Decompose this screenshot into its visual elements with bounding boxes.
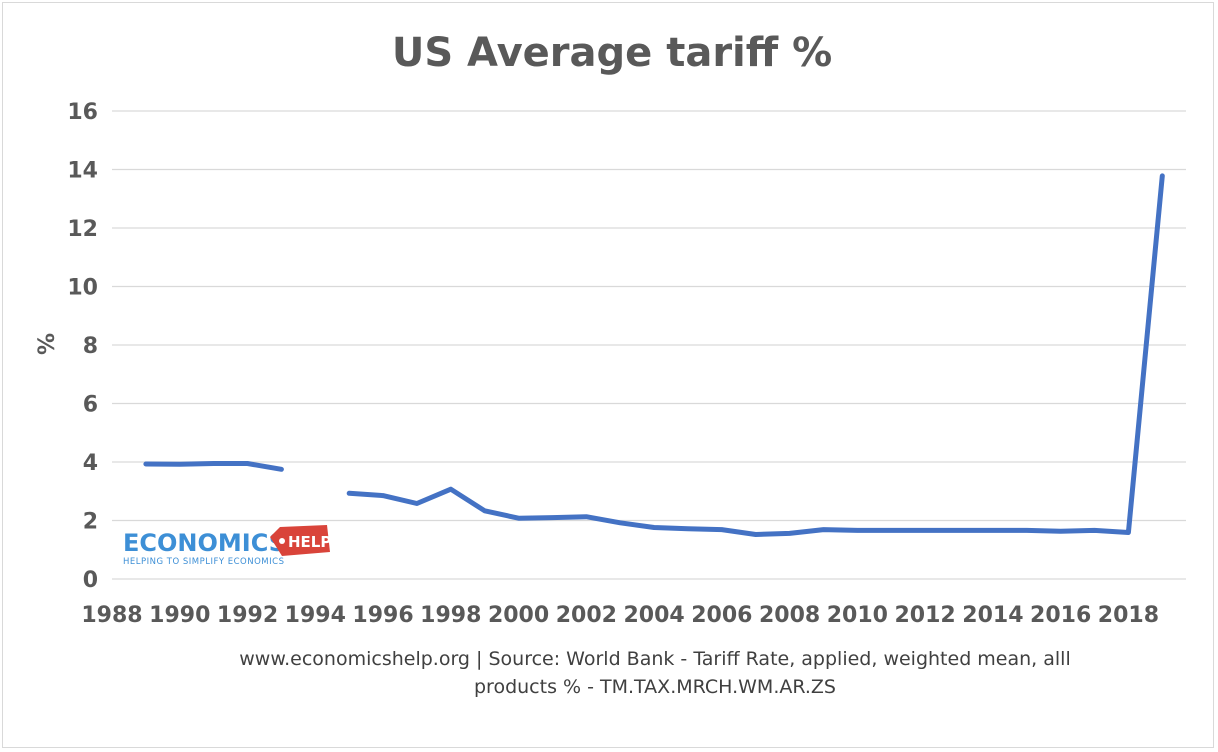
x-tick-label: 2004: [623, 603, 684, 628]
source-line-1: www.economicshelp.org | Source: World Ba…: [239, 648, 1070, 670]
logo-tag-icon: [270, 525, 330, 556]
x-tick-label: 2016: [1030, 603, 1091, 628]
chart-title: US Average tariff %: [392, 30, 832, 76]
logo-tagline: HELPING TO SIMPLIFY ECONOMICS: [123, 557, 284, 567]
x-axis-ticks: 1988 1990 1992 1994 1996 1998 2000 2002 2004 2006…: [81, 603, 1159, 628]
logo-tag-hole-icon: [279, 538, 285, 544]
y-axis-ticks: 0 2 4 6 8 10 12 14 16: [67, 100, 98, 593]
gridlines: [112, 110, 1186, 580]
x-tick-label: 2000: [488, 603, 549, 628]
x-tick-label: 2002: [556, 603, 617, 628]
logo-badge: HELP: [288, 533, 331, 551]
series-line-segment-1: [143, 461, 284, 472]
x-tick-label: 2008: [759, 603, 820, 628]
x-tick-label: 2018: [1098, 603, 1159, 628]
x-tick-label: 1988: [81, 603, 142, 628]
y-axis-label: %: [35, 333, 60, 355]
x-tick-label: 1990: [149, 603, 210, 628]
source-line-2: products % - TM.TAX.MRCH.WM.AR.ZS: [474, 676, 836, 698]
y-tick-label: 6: [83, 393, 98, 418]
logo-wordmark: ECONOMICS: [123, 529, 286, 557]
y-tick-label: 10: [67, 276, 98, 301]
x-tick-label: 1992: [217, 603, 278, 628]
series-group: [143, 173, 1165, 537]
x-tick-label: 2012: [895, 603, 956, 628]
y-tick-label: 4: [83, 451, 98, 476]
series-line-segment-2: [346, 173, 1165, 537]
y-tick-label: 8: [83, 334, 98, 359]
x-tick-label: 2006: [691, 603, 752, 628]
x-tick-label: 2010: [827, 603, 888, 628]
y-tick-label: 16: [67, 100, 98, 125]
x-tick-label: 1998: [420, 603, 481, 628]
economics-help-logo: ECONOMICS HELP HELPING TO SIMPLIFY ECONO…: [123, 525, 331, 567]
y-tick-label: 14: [67, 159, 98, 184]
x-tick-label: 2014: [962, 603, 1023, 628]
x-tick-label: 1996: [352, 603, 413, 628]
y-tick-label: 12: [67, 217, 98, 242]
y-tick-label: 2: [83, 510, 98, 535]
y-tick-label: 0: [83, 568, 98, 593]
x-tick-label: 1994: [285, 603, 346, 628]
